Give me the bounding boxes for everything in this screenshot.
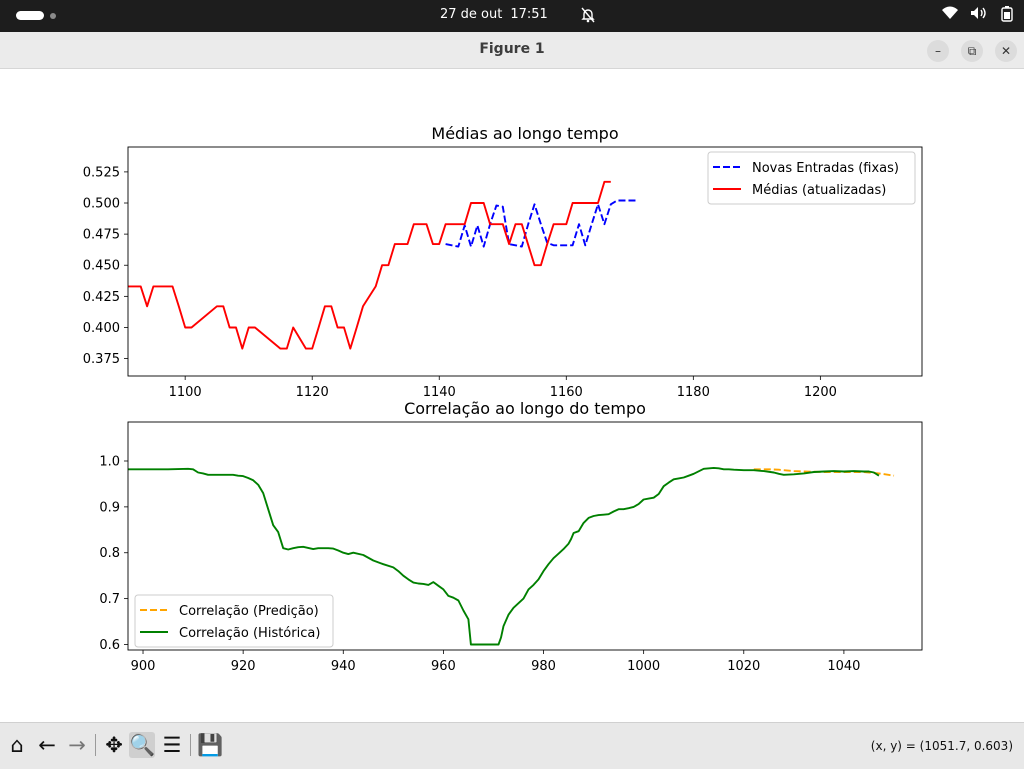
save-button[interactable]: 💾: [197, 732, 223, 758]
axes-frame: [127, 421, 923, 651]
clock[interactable]: 27 de out 17:51: [440, 7, 556, 22]
battery-icon: [1000, 6, 1014, 26]
y-tick-label: 0.7: [99, 592, 120, 607]
x-tick-label: 1000: [627, 659, 660, 674]
y-tick-label: 1.0: [99, 454, 120, 469]
x-tick-label: 1100: [169, 385, 202, 400]
home-button[interactable]: ⌂: [4, 732, 30, 758]
clock-time: 17:51: [510, 7, 548, 22]
x-tick-label: 980: [531, 659, 556, 674]
clock-date: 27 de out: [440, 7, 503, 22]
chart-title: Correlação ao longo do tempo: [404, 399, 646, 418]
home-icon: ⌂: [10, 733, 24, 757]
system-top-bar: 27 de out 17:51: [0, 0, 1024, 32]
figure-canvas[interactable]: Médias ao longo tempo 1100 1120 1140 1160 118…: [0, 69, 1024, 722]
navigation-toolbar: ⌂ ← → ✥ 🔍 ☰ 💾 (x, y) = (1051.7, 0.603): [0, 722, 1024, 769]
y-tick-label: 0.475: [83, 228, 120, 243]
back-icon: ←: [38, 733, 56, 757]
x-tick-label: 1160: [550, 385, 583, 400]
y-tick-label: 0.8: [99, 546, 120, 561]
forward-icon: →: [68, 733, 86, 757]
x-tick-label: 960: [431, 659, 456, 674]
y-tick-label: 0.400: [83, 321, 120, 336]
forward-button[interactable]: →: [64, 732, 90, 758]
legend-box: [134, 594, 334, 648]
activities-indicator[interactable]: [16, 11, 44, 20]
zoom-icon: 🔍: [129, 733, 156, 757]
system-status-icons[interactable]: [942, 6, 1014, 26]
x-tick-label: 1200: [804, 385, 837, 400]
save-icon: 💾: [197, 733, 224, 757]
cursor-coordinates: (x, y) = (1051.7, 0.603): [870, 739, 1013, 753]
legend-label: Correlação (Predição): [179, 604, 319, 619]
y-tick-label: 0.6: [99, 638, 120, 653]
configure-button[interactable]: ☰: [159, 732, 185, 758]
legend-label: Correlação (Histórica): [179, 626, 320, 641]
series-line: [128, 180, 611, 350]
close-icon: ✕: [1000, 44, 1012, 58]
back-button[interactable]: ←: [34, 732, 60, 758]
y-tick-label: 0.500: [83, 197, 120, 212]
legend-label: Médias (atualizadas): [752, 183, 886, 198]
y-tick-label: 0.9: [99, 500, 120, 515]
window-titlebar[interactable]: Figure 1 – ⧉ ✕: [0, 32, 1024, 69]
y-tick-label: 0.450: [83, 259, 120, 274]
legend-label: Novas Entradas (fixas): [752, 161, 899, 176]
workspace-dot: [50, 13, 56, 19]
x-tick-label: 1040: [827, 659, 860, 674]
minimize-icon: –: [935, 44, 941, 58]
close-button[interactable]: ✕: [995, 40, 1017, 62]
series-line: [445, 199, 637, 248]
window-title: Figure 1: [479, 41, 545, 57]
figure-svg: Médias ao longo tempo 1100 1120 1140 1160 118…: [83, 124, 923, 674]
x-tick-label: 940: [331, 659, 356, 674]
minimize-button[interactable]: –: [927, 40, 949, 62]
zoom-button[interactable]: 🔍: [129, 732, 155, 758]
x-tick-label: 1020: [727, 659, 760, 674]
toolbar-separator: [95, 734, 96, 756]
volume-icon: [970, 6, 988, 26]
pan-button[interactable]: ✥: [101, 732, 127, 758]
y-tick-label: 0.425: [83, 290, 120, 305]
restore-icon: ⧉: [967, 44, 977, 58]
x-tick-label: 900: [131, 659, 156, 674]
x-tick-label: 1140: [423, 385, 456, 400]
toolbar-separator: [190, 734, 191, 756]
axes-frame: [127, 146, 923, 377]
x-tick-label: 1120: [296, 385, 329, 400]
series-line: [128, 466, 880, 646]
x-tick-label: 920: [231, 659, 256, 674]
configure-icon: ☰: [162, 733, 182, 757]
legend-box: [707, 151, 916, 205]
chart-title: Médias ao longo tempo: [431, 124, 618, 143]
x-tick-label: 1180: [677, 385, 710, 400]
pan-icon: ✥: [105, 733, 123, 757]
y-tick-label: 0.525: [83, 165, 120, 180]
notifications-off-icon: [581, 7, 595, 27]
wifi-icon: [942, 6, 958, 26]
y-tick-label: 0.375: [83, 352, 120, 367]
restore-button[interactable]: ⧉: [961, 40, 983, 62]
